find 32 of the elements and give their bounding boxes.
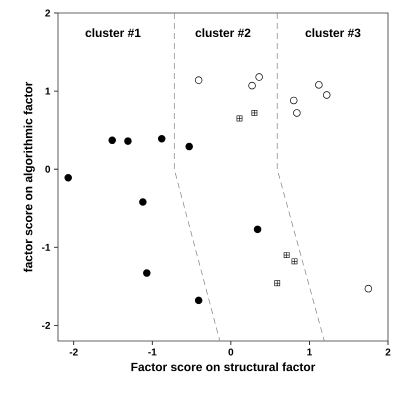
point <box>248 82 256 90</box>
point <box>194 76 202 84</box>
x-tick-label: 1 <box>307 348 312 356</box>
annotation: cluster #2 <box>196 28 250 38</box>
point <box>139 198 147 206</box>
point <box>185 142 193 150</box>
x-tick-label: 2 <box>386 348 390 356</box>
point <box>158 134 166 142</box>
annotation: cluster #3 <box>306 28 360 38</box>
point <box>364 284 372 292</box>
y-tick-label: 2 <box>45 10 50 16</box>
x-tick-label: 0 <box>228 348 234 356</box>
point <box>290 96 298 104</box>
x-axis-title: Factor score on structural factor <box>131 362 316 372</box>
point <box>255 73 263 81</box>
y-tick-label: 0 <box>45 166 50 173</box>
y-tick-label: -1 <box>42 244 50 251</box>
point <box>143 269 151 277</box>
y-axis-title: factor score on algorithmic factor <box>24 82 35 272</box>
annotation: cluster #1 <box>86 28 141 38</box>
y-tick-label: 1 <box>46 88 50 95</box>
point <box>64 174 72 182</box>
point <box>293 109 301 117</box>
x-tick-label: -1 <box>148 348 156 356</box>
point <box>124 137 132 145</box>
point <box>254 226 262 234</box>
point <box>194 296 202 304</box>
x-tick-label: -2 <box>70 348 78 356</box>
point <box>108 136 116 144</box>
point <box>322 91 330 99</box>
y-tick-label: -2 <box>42 322 50 329</box>
point <box>315 81 323 89</box>
